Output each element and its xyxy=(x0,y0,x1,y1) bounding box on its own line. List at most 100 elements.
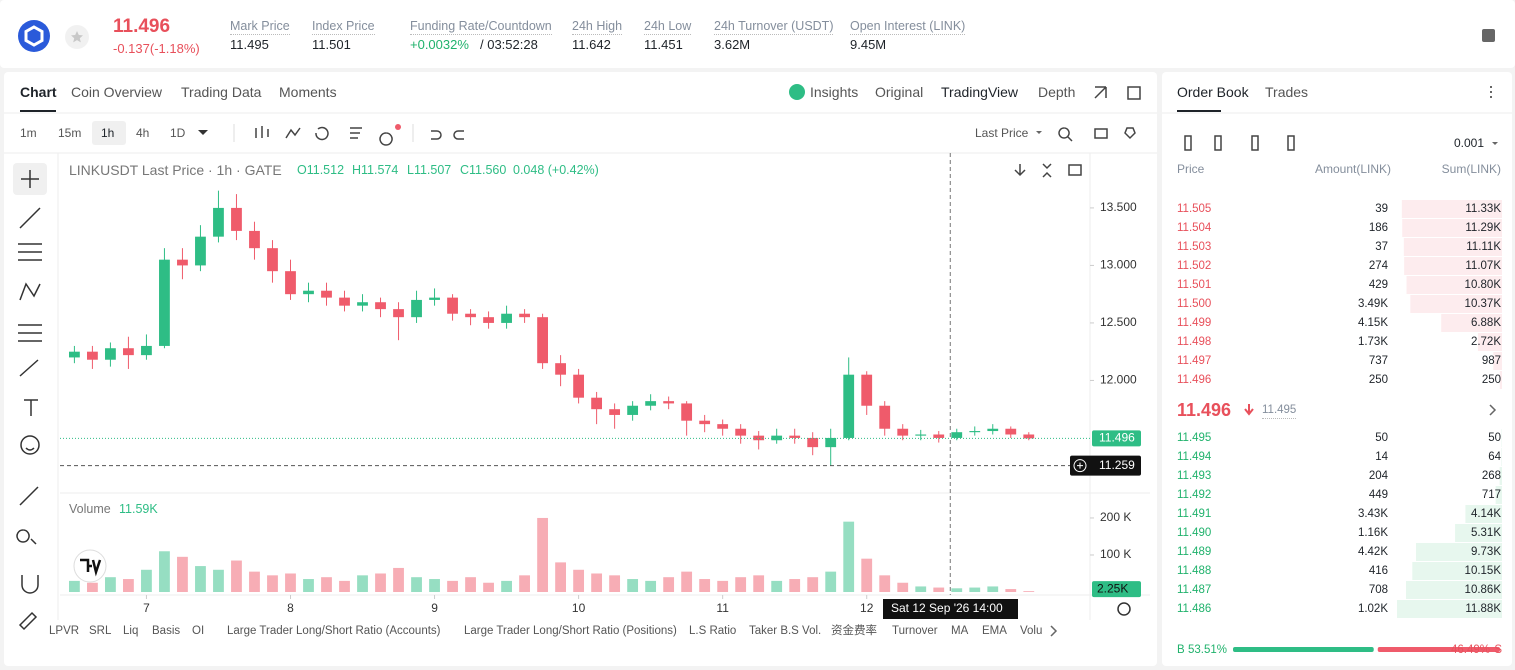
book-amount: 737 xyxy=(1368,355,1388,367)
candle-body xyxy=(357,302,368,306)
volume-tag xyxy=(1092,581,1141,598)
price-change: -0.137(-1.18%) xyxy=(113,41,200,56)
stat-label: Funding Rate/Countdown xyxy=(410,19,552,35)
crosshair-time: Sat 12 Sep '26 14:00 xyxy=(891,601,1003,615)
book-amount: 204 xyxy=(1368,470,1388,482)
candle-body xyxy=(231,207,242,231)
depth-bar xyxy=(1465,505,1502,523)
toolbar-icons xyxy=(255,86,1295,178)
book-amount: 1.02K xyxy=(1357,603,1388,615)
drawing-tools xyxy=(13,163,47,631)
interval: 15m xyxy=(58,126,82,140)
book-sum: 4.14K xyxy=(1470,508,1501,520)
candle-body xyxy=(771,435,783,441)
volume-bar xyxy=(123,579,134,592)
book-sum: 64 xyxy=(1488,451,1501,463)
depth-bar xyxy=(1401,200,1502,218)
indicator: 资金费率 xyxy=(831,625,877,637)
volume-bar xyxy=(393,567,404,592)
book-price: 11.492 xyxy=(1177,489,1212,501)
volume-bar xyxy=(141,569,152,592)
volume-bar xyxy=(879,575,891,592)
volume-bar xyxy=(987,586,999,592)
more-icon[interactable] xyxy=(1490,86,1492,98)
candle-body xyxy=(627,405,639,415)
volume-bar xyxy=(1005,589,1017,592)
depth-bar xyxy=(1416,543,1502,561)
candle-body xyxy=(429,297,440,300)
book-price: 11.490 xyxy=(1177,527,1212,539)
volume-bar xyxy=(789,579,801,592)
scroll-arrow[interactable] xyxy=(1050,625,1058,637)
book-price: 11.488 xyxy=(1177,565,1212,577)
dropdown xyxy=(1492,142,1498,145)
dropdown[interactable] xyxy=(198,130,208,135)
volume-bar xyxy=(231,560,242,592)
stat-value: 11.495 xyxy=(230,37,269,52)
candle-body xyxy=(555,363,566,375)
column-header: Price xyxy=(1177,162,1205,176)
book-price: 11.499 xyxy=(1177,317,1212,329)
book-amount: 1.73K xyxy=(1357,336,1388,348)
buy-ratio-bar xyxy=(1233,647,1374,652)
book-sum: 10.15K xyxy=(1464,565,1501,577)
candle-body xyxy=(537,317,548,364)
indicator: MA xyxy=(951,625,969,637)
book-amount: 39 xyxy=(1375,203,1388,215)
candle-body xyxy=(1023,434,1035,439)
book-amount: 250 xyxy=(1368,374,1388,386)
stat-label: Index Price xyxy=(312,19,375,35)
book-price: 11.496 xyxy=(1177,374,1212,386)
book-price: 11.497 xyxy=(1177,355,1212,367)
book-amount: 416 xyxy=(1368,565,1388,577)
volume-bar xyxy=(609,575,621,592)
book-sum: 10.86K xyxy=(1464,584,1501,596)
view-tab: Insights xyxy=(810,84,859,100)
y-tick-label: 100 K xyxy=(1100,547,1131,561)
candle-body xyxy=(483,317,494,323)
x-tick-label: 12 xyxy=(860,601,874,615)
book-price: 11.502 xyxy=(1177,260,1212,272)
indicator: OI xyxy=(192,625,205,637)
chart-legend: LINKUSDT Last Price · 1h · GATE xyxy=(69,162,282,178)
menu-icon[interactable] xyxy=(1482,29,1495,42)
volume-bar xyxy=(591,573,603,592)
ohlc-value: H11.574 xyxy=(352,163,399,177)
book-price: 11.503 xyxy=(1177,241,1212,253)
volume-bar xyxy=(411,577,422,592)
candle-body xyxy=(285,271,296,295)
ohlc-value: 0.048 (+0.42%) xyxy=(513,163,599,177)
indicator: SRL xyxy=(89,625,112,637)
expand-arrow[interactable] xyxy=(1489,404,1497,416)
volume-bar xyxy=(483,582,494,592)
depth-bar xyxy=(1402,219,1502,237)
volume-bar xyxy=(249,571,260,592)
indicator: Liq xyxy=(123,625,139,637)
book-sum: 10.37K xyxy=(1464,298,1501,310)
volume-bar xyxy=(537,517,548,592)
candle-body xyxy=(501,313,512,323)
stat-value: 11.451 xyxy=(644,37,683,52)
price-type: Last Price xyxy=(975,126,1029,140)
indicator: LPVR xyxy=(49,625,80,637)
depth-bar xyxy=(1495,486,1502,504)
candle-body xyxy=(213,207,224,237)
book-amount: 3.49K xyxy=(1357,298,1388,310)
stat-value: 11.501 xyxy=(312,37,351,52)
sell-ratio: 46.49% xyxy=(1450,644,1490,656)
precision: 0.001 xyxy=(1454,136,1485,150)
candle-body xyxy=(375,302,386,310)
candle-body xyxy=(87,351,98,360)
candle-body xyxy=(879,405,891,429)
indicator: Large Trader Long/Short Ratio (Positions… xyxy=(464,625,677,637)
volume-bar xyxy=(105,577,116,592)
volume-bar xyxy=(969,587,981,592)
add-alert-plus xyxy=(1077,462,1083,469)
volume-bar xyxy=(213,569,224,592)
candle-body xyxy=(267,248,278,272)
settings-icon[interactable] xyxy=(1117,602,1131,616)
volume-legend: Volume xyxy=(69,502,111,516)
depth-bar xyxy=(1455,524,1502,542)
candle-body xyxy=(789,435,801,438)
indicator: L.S Ratio xyxy=(689,625,737,637)
